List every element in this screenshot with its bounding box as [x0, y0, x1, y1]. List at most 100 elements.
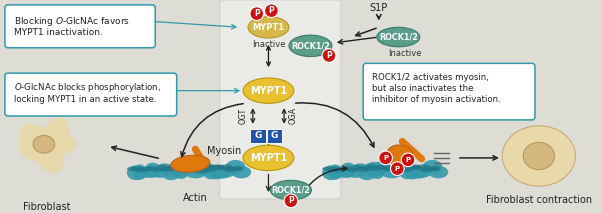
- Ellipse shape: [352, 165, 363, 171]
- Ellipse shape: [171, 155, 210, 172]
- Ellipse shape: [220, 167, 235, 177]
- Ellipse shape: [208, 165, 225, 179]
- Ellipse shape: [364, 162, 385, 177]
- Ellipse shape: [151, 168, 163, 172]
- Circle shape: [284, 194, 298, 208]
- Text: G: G: [271, 131, 278, 141]
- Ellipse shape: [219, 164, 234, 170]
- Ellipse shape: [132, 167, 144, 172]
- Ellipse shape: [393, 162, 411, 173]
- Ellipse shape: [132, 164, 147, 180]
- Ellipse shape: [127, 167, 137, 171]
- FancyBboxPatch shape: [363, 63, 535, 120]
- Ellipse shape: [175, 166, 186, 171]
- Circle shape: [250, 7, 264, 20]
- FancyBboxPatch shape: [5, 5, 155, 48]
- Ellipse shape: [248, 17, 289, 38]
- Ellipse shape: [243, 145, 294, 171]
- Ellipse shape: [185, 167, 206, 178]
- Text: locking MYPT1 in an active state.: locking MYPT1 in an active state.: [14, 95, 156, 104]
- Ellipse shape: [523, 142, 554, 170]
- Text: Actin: Actin: [183, 193, 208, 203]
- Ellipse shape: [352, 163, 370, 174]
- Text: ROCK1/2 activates myosin,: ROCK1/2 activates myosin,: [372, 73, 489, 82]
- Ellipse shape: [387, 164, 405, 175]
- Ellipse shape: [399, 165, 416, 179]
- Text: Myosin: Myosin: [207, 146, 241, 156]
- Ellipse shape: [144, 163, 161, 178]
- Ellipse shape: [179, 160, 194, 174]
- Text: Blocking $\it{O}$-GlcNAc favors: Blocking $\it{O}$-GlcNAc favors: [14, 15, 129, 28]
- Ellipse shape: [197, 162, 214, 173]
- Text: MYPT1: MYPT1: [250, 86, 287, 96]
- Ellipse shape: [327, 167, 340, 172]
- Ellipse shape: [386, 166, 397, 170]
- Text: MYPT1: MYPT1: [252, 23, 285, 32]
- Circle shape: [391, 162, 404, 176]
- Ellipse shape: [371, 166, 382, 171]
- Ellipse shape: [415, 164, 430, 170]
- Ellipse shape: [234, 166, 243, 171]
- Ellipse shape: [342, 166, 353, 171]
- Ellipse shape: [180, 165, 194, 170]
- Ellipse shape: [421, 167, 433, 172]
- Ellipse shape: [141, 167, 153, 171]
- Ellipse shape: [375, 160, 390, 174]
- Text: Fibroblast contraction: Fibroblast contraction: [486, 195, 592, 205]
- Ellipse shape: [423, 160, 442, 174]
- Ellipse shape: [367, 164, 377, 170]
- Text: P: P: [288, 196, 294, 205]
- Ellipse shape: [386, 145, 414, 167]
- Ellipse shape: [209, 164, 224, 170]
- Ellipse shape: [502, 126, 576, 186]
- Text: MYPT1: MYPT1: [250, 153, 287, 163]
- Ellipse shape: [334, 167, 354, 178]
- FancyBboxPatch shape: [250, 129, 265, 143]
- Text: S1P: S1P: [370, 3, 388, 13]
- Ellipse shape: [370, 167, 385, 179]
- Ellipse shape: [226, 160, 246, 174]
- Ellipse shape: [347, 168, 358, 172]
- Ellipse shape: [426, 167, 439, 171]
- Ellipse shape: [337, 167, 349, 171]
- Text: $\it{O}$-GlcNAc blocks phosphorylation,: $\it{O}$-GlcNAc blocks phosphorylation,: [14, 81, 161, 94]
- Ellipse shape: [191, 164, 208, 175]
- Ellipse shape: [332, 167, 346, 172]
- Ellipse shape: [322, 165, 340, 180]
- Ellipse shape: [194, 167, 209, 173]
- FancyBboxPatch shape: [5, 73, 177, 116]
- Ellipse shape: [405, 165, 421, 179]
- Circle shape: [401, 153, 415, 167]
- Text: ROCK1/2: ROCK1/2: [272, 186, 311, 194]
- Circle shape: [322, 49, 336, 62]
- Circle shape: [379, 151, 393, 165]
- Ellipse shape: [243, 78, 294, 103]
- Ellipse shape: [146, 166, 157, 171]
- Ellipse shape: [322, 167, 333, 171]
- Ellipse shape: [391, 167, 406, 173]
- Ellipse shape: [162, 166, 181, 180]
- Ellipse shape: [161, 166, 175, 172]
- Ellipse shape: [411, 165, 423, 170]
- Ellipse shape: [202, 165, 220, 179]
- Ellipse shape: [224, 167, 236, 172]
- Text: OGA: OGA: [289, 108, 298, 124]
- Text: P: P: [254, 9, 259, 18]
- Polygon shape: [20, 119, 76, 173]
- Ellipse shape: [270, 180, 311, 200]
- Ellipse shape: [156, 165, 167, 171]
- Ellipse shape: [167, 162, 189, 177]
- Text: Inactive: Inactive: [388, 49, 422, 58]
- Ellipse shape: [358, 166, 376, 180]
- Text: G: G: [254, 131, 261, 141]
- Ellipse shape: [214, 165, 226, 170]
- Ellipse shape: [396, 165, 411, 171]
- FancyBboxPatch shape: [220, 0, 341, 199]
- Ellipse shape: [190, 166, 200, 170]
- Ellipse shape: [170, 164, 181, 170]
- Text: P: P: [383, 155, 388, 161]
- Ellipse shape: [173, 167, 188, 179]
- Text: P: P: [268, 6, 275, 15]
- Ellipse shape: [150, 166, 170, 178]
- Text: ROCK1/2: ROCK1/2: [291, 41, 330, 50]
